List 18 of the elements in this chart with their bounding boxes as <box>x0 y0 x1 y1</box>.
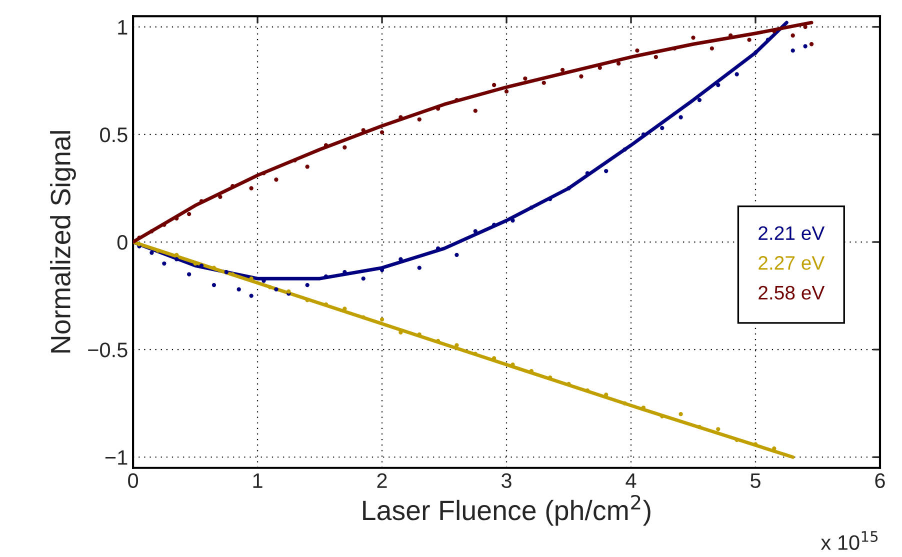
x-tick-label: 6 <box>875 473 885 488</box>
y-tick-label: 0.5 <box>100 127 128 142</box>
x-tick-label: 4 <box>626 474 636 488</box>
x-tick-label: 0 <box>128 473 138 488</box>
text: 2.58 eV <box>758 286 825 300</box>
x-axis-title: Laser Fluence (ph/cm$^{2}$) <box>363 494 650 526</box>
text: x 10$^{15}$ <box>820 531 878 550</box>
y-tick-label: 0 <box>117 235 128 250</box>
text: 2.27 eV <box>758 256 825 270</box>
x-tick-label: 5 <box>750 474 760 488</box>
y-tick-label: −1 <box>105 450 128 465</box>
text: 2.21 eV <box>758 226 825 240</box>
y-axis-title: Normalized Signal <box>50 131 76 352</box>
y-tick-label: −0.5 <box>88 342 128 358</box>
x-tick-label: 3 <box>502 473 512 488</box>
y-tick-label: 1 <box>118 20 128 34</box>
x-tick-label: 2 <box>377 473 387 488</box>
x-tick-label: 1 <box>253 474 262 488</box>
